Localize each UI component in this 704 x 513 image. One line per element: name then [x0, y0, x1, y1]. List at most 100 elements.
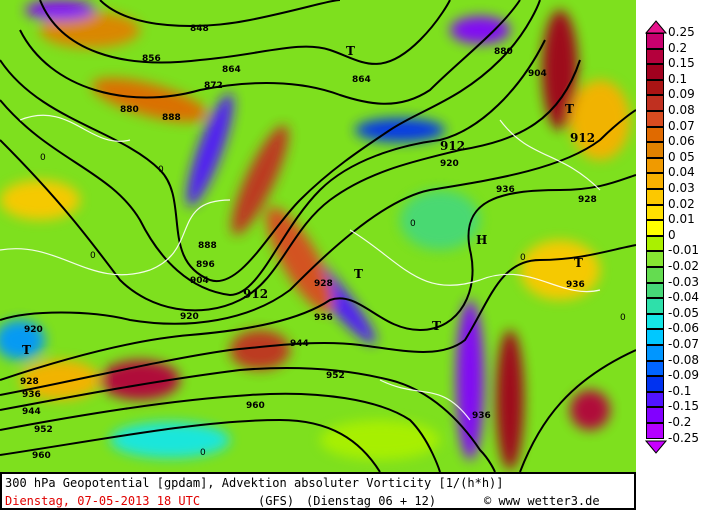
legend-swatch — [646, 204, 664, 221]
legend-swatch — [646, 298, 664, 314]
contour-label-872: 872 — [204, 81, 223, 91]
legend-label: -0.2 — [668, 415, 692, 429]
contour-label-896: 896 — [196, 260, 215, 270]
contour-label-856: 856 — [142, 54, 161, 64]
contour-label-936: 936 — [472, 411, 491, 421]
contour-label-944: 944 — [22, 407, 41, 417]
zero-label: 0 — [90, 251, 96, 261]
legend-swatch — [646, 111, 664, 127]
contour-label-928: 928 — [20, 377, 39, 387]
legend-label: -0.03 — [668, 274, 700, 289]
legend-swatch — [646, 345, 664, 361]
contour-label-904: 904 — [528, 69, 547, 79]
legend-label: -0.02 — [668, 259, 700, 273]
contour-label-952: 952 — [326, 371, 345, 381]
legend-swatch — [646, 376, 664, 392]
legend-swatch — [646, 267, 664, 283]
legend-label: 0 — [668, 227, 676, 242]
legend-label: 0.02 — [668, 196, 695, 211]
legend-label: -0.01 — [668, 243, 700, 258]
pressure-centers: T T T T T T H — [22, 44, 583, 357]
legend-label: 0.07 — [668, 118, 695, 133]
map-caption: 300 hPa Geopotential [gpdam], Advektion … — [0, 472, 636, 510]
legend-label: -0.04 — [668, 290, 700, 305]
zero-labels: 0 0 0 0 0 0 0 — [40, 153, 626, 458]
legend-swatch — [646, 235, 664, 252]
contour-label-960: 960 — [32, 451, 51, 461]
legend-swatch — [646, 220, 664, 236]
legend-label: 0.2 — [668, 40, 688, 55]
forecast-run: (Dienstag 06 + 12) — [306, 494, 437, 508]
legend-swatch — [646, 360, 664, 377]
low-marker: T — [565, 102, 574, 116]
contour-label-936: 936 — [22, 390, 41, 400]
contour-label-904: 904 — [190, 276, 209, 286]
legend-label: -0.09 — [668, 368, 700, 383]
low-marker: T — [346, 44, 355, 58]
contour-label-920: 920 — [180, 312, 199, 322]
color-legend: 0.25 0.2 0.15 0.1 0.09 0.08 0.07 0.06 0 05 0.04 0.… — [644, 20, 704, 462]
legend-swatch — [646, 329, 664, 345]
legend-label: 0.03 — [668, 181, 695, 195]
high-marker: H — [476, 233, 487, 247]
contour-label-944: 944 — [290, 339, 309, 349]
legend-label: 0.01 — [668, 212, 695, 227]
legend-swatch — [646, 251, 664, 267]
legend-swatch — [646, 407, 664, 423]
contour-label-960: 960 — [246, 401, 265, 411]
contour-label-848: 848 — [190, 24, 209, 34]
zero-label: 0 — [200, 448, 206, 458]
legend-swatch — [646, 126, 664, 143]
contour-label-936: 936 — [496, 185, 515, 195]
contour-label-888: 888 — [162, 113, 181, 123]
low-marker: T — [22, 343, 31, 357]
legend-swatch — [646, 189, 664, 205]
legend-swatch — [646, 33, 664, 49]
contour-labels: 848 856 864 864 872 880 880 888 888 896 … — [20, 24, 597, 461]
contour-label-912: 912 — [243, 287, 268, 301]
contour-label-912: 912 — [570, 131, 595, 145]
vorticity-field: 848 856 864 864 872 880 880 888 888 896 … — [0, 0, 636, 472]
legend-label: -0.15 — [668, 399, 700, 414]
legend-label: 0.1 — [668, 71, 688, 86]
zero-label: 0 — [158, 165, 164, 175]
zero-label: 0 — [40, 153, 46, 163]
contour-label-880: 880 — [494, 47, 513, 57]
contour-label-920: 920 — [440, 159, 459, 169]
legend-label: 0.25 — [668, 25, 695, 39]
legend-swatch — [646, 157, 664, 174]
legend-swatch — [646, 79, 664, 96]
legend-swatch — [646, 95, 664, 111]
legend-arrow-down — [645, 440, 667, 454]
contour-label-912: 912 — [440, 139, 465, 153]
legend-label: 0.08 — [668, 103, 695, 117]
legend-label: -0.06 — [668, 321, 700, 336]
legend-swatch — [646, 313, 664, 330]
map-title: 300 hPa Geopotential [gpdam], Advektion … — [5, 476, 504, 490]
contour-label-864: 864 — [222, 65, 241, 75]
legend-label: -0.08 — [668, 352, 700, 367]
zero-label: 0 — [520, 253, 526, 263]
valid-date: Dienstag, 07-05-2013 18 UTC — [5, 494, 201, 508]
legend-label: 0.06 — [668, 134, 695, 149]
legend-swatch — [646, 423, 664, 439]
low-marker: T — [432, 319, 441, 333]
zero-label: 0 — [410, 219, 416, 229]
legend-label: 0 05 — [668, 149, 695, 164]
contour-label-920: 920 — [24, 325, 43, 335]
legend-label: 0.15 — [668, 56, 695, 71]
contour-label-880: 880 — [120, 105, 139, 115]
legend-swatch — [646, 64, 664, 80]
contour-label-952: 952 — [34, 425, 53, 435]
legend-swatch — [646, 48, 664, 65]
contour-label-936: 936 — [566, 280, 585, 290]
legend-swatch — [646, 173, 664, 189]
legend-swatch — [646, 391, 664, 408]
legend-swatch — [646, 142, 664, 158]
low-marker: T — [574, 256, 583, 270]
contour-label-888: 888 — [198, 241, 217, 251]
legend-label: -0.07 — [668, 337, 700, 351]
legend-swatch — [646, 282, 664, 299]
legend-label: -0.1 — [668, 383, 692, 398]
legend-label: 0.04 — [668, 165, 695, 180]
